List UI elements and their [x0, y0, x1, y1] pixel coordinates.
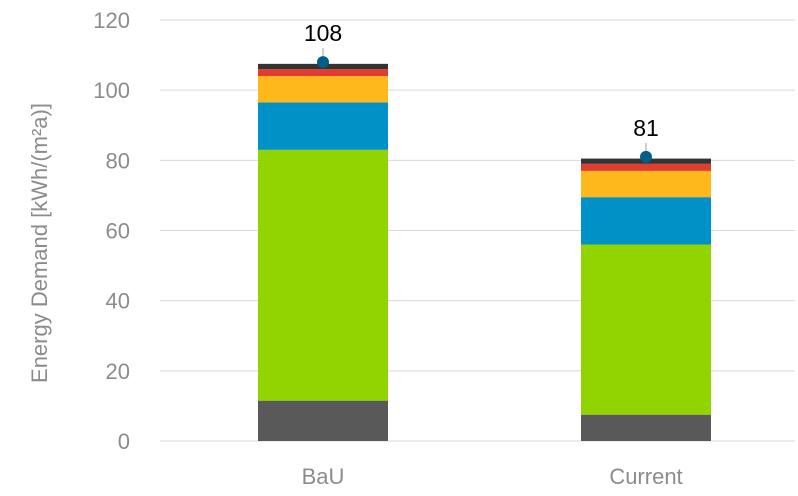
y-tick-label: 100 — [93, 78, 130, 103]
bar-segment-bau-4 — [258, 69, 388, 77]
y-tick-label: 40 — [106, 289, 130, 314]
y-axis-ticks: 0 20 40 60 80 100 120 — [93, 8, 130, 454]
bar-segment-bau-3 — [258, 76, 388, 103]
bar-segment-bau-1 — [258, 149, 388, 401]
x-category-label: BaU — [302, 464, 345, 489]
y-tick-label: 80 — [106, 148, 130, 173]
y-tick-label: 120 — [93, 8, 130, 33]
bar-segment-current-2 — [581, 197, 711, 245]
total-marker — [640, 150, 652, 163]
total-marker — [317, 56, 329, 69]
x-category-label: Current — [609, 464, 682, 489]
total-value-label: 81 — [633, 115, 659, 141]
total-markers: 108 81 — [304, 20, 659, 163]
bar-segment-current-3 — [581, 170, 711, 198]
bars — [258, 63, 711, 441]
y-tick-label: 0 — [118, 429, 130, 454]
total-value-label: 108 — [304, 20, 342, 46]
bar-segment-current-1 — [581, 244, 711, 415]
y-tick-label: 20 — [106, 359, 130, 384]
y-tick-label: 60 — [106, 219, 130, 244]
y-axis-title: Energy Demand [kWh/(m²a)] — [27, 103, 52, 383]
bar-segment-current-4 — [581, 163, 711, 171]
bar-segment-current-0 — [581, 414, 711, 441]
x-axis-categories: BaU Current — [302, 464, 683, 489]
bar-segment-bau-2 — [258, 102, 388, 150]
bar-segment-bau-0 — [258, 400, 388, 441]
